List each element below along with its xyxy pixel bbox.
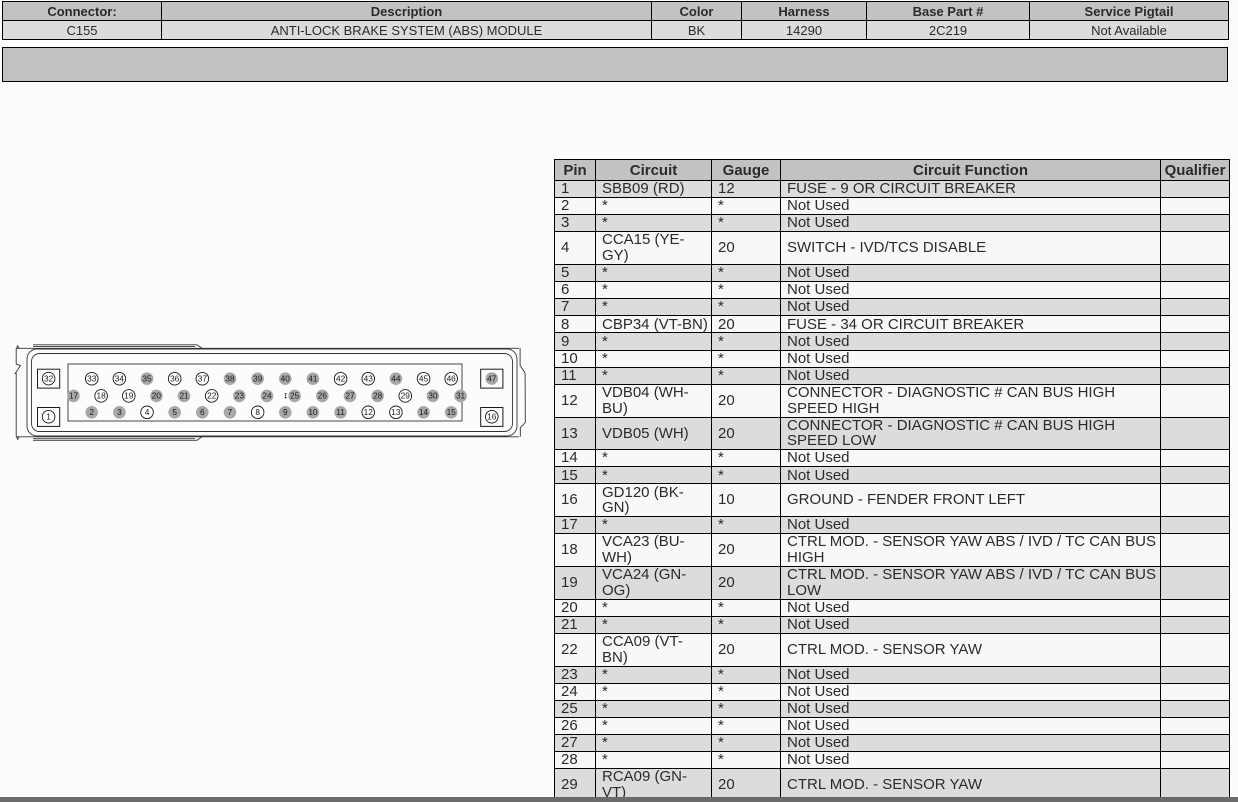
svg-text:13: 13 [391, 407, 401, 417]
svg-text:8: 8 [255, 407, 260, 417]
svg-text:34: 34 [115, 374, 125, 384]
svg-text:25: 25 [290, 391, 300, 401]
svg-text:47: 47 [487, 373, 497, 383]
svg-text:22: 22 [207, 391, 217, 401]
svg-text:43: 43 [364, 374, 374, 384]
svg-text:42: 42 [336, 374, 346, 384]
svg-text:26: 26 [318, 391, 328, 401]
svg-text:32: 32 [44, 373, 54, 383]
svg-text:1: 1 [46, 412, 51, 422]
svg-text:17: 17 [69, 391, 79, 401]
svg-text:46: 46 [447, 374, 457, 384]
svg-text:19: 19 [124, 391, 134, 401]
svg-text:40: 40 [281, 374, 291, 384]
svg-text:6: 6 [200, 407, 205, 417]
svg-text:18: 18 [97, 391, 107, 401]
svg-text:37: 37 [198, 374, 208, 384]
svg-text:4: 4 [145, 407, 150, 417]
svg-text:30: 30 [428, 391, 438, 401]
svg-text:20: 20 [152, 391, 162, 401]
svg-text:9: 9 [283, 407, 288, 417]
svg-text:35: 35 [142, 374, 152, 384]
svg-text:39: 39 [253, 374, 263, 384]
svg-text:45: 45 [419, 374, 429, 384]
svg-text:2: 2 [89, 407, 94, 417]
svg-text:24: 24 [262, 391, 272, 401]
svg-text:29: 29 [401, 391, 411, 401]
svg-text:12: 12 [364, 407, 374, 417]
svg-text:7: 7 [228, 407, 233, 417]
svg-text:11: 11 [336, 407, 345, 417]
svg-text:15: 15 [447, 407, 457, 417]
svg-text:31: 31 [456, 391, 466, 401]
svg-text:3: 3 [117, 407, 122, 417]
svg-text:16: 16 [487, 412, 497, 422]
svg-text:28: 28 [373, 391, 383, 401]
svg-text:10: 10 [308, 407, 318, 417]
svg-text:14: 14 [419, 407, 429, 417]
svg-text:5: 5 [172, 407, 177, 417]
svg-text:38: 38 [225, 374, 235, 384]
svg-text:21: 21 [179, 391, 189, 401]
svg-text:27: 27 [345, 391, 355, 401]
svg-text:33: 33 [87, 374, 97, 384]
svg-text:36: 36 [170, 374, 180, 384]
svg-text:41: 41 [308, 374, 318, 384]
svg-text:23: 23 [235, 391, 245, 401]
svg-text:44: 44 [391, 374, 401, 384]
